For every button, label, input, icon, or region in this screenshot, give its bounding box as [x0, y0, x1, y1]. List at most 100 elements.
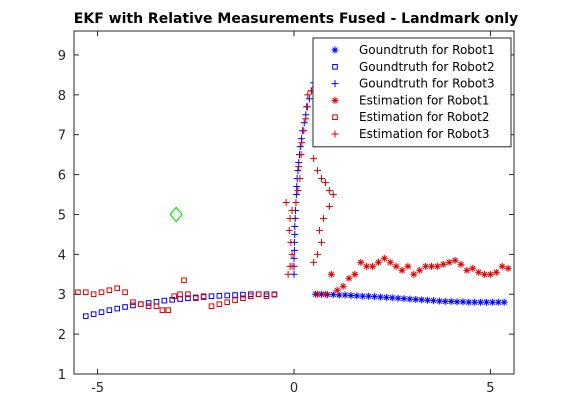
data-point	[284, 270, 292, 278]
legend-label: Goundtruth for Robot2	[359, 60, 495, 74]
legend-label: Estimation for Robot1	[359, 93, 489, 107]
data-point	[416, 266, 424, 274]
legend-entry: Estimation for Robot3	[331, 127, 489, 141]
data-point	[165, 307, 172, 313]
data-point	[294, 187, 302, 195]
data-point	[232, 297, 238, 304]
data-point	[321, 179, 329, 187]
data-point	[224, 299, 231, 306]
landmark-marker	[169, 206, 183, 223]
data-point	[305, 95, 313, 103]
data-point	[208, 293, 215, 300]
data-point	[208, 303, 215, 309]
data-point	[224, 292, 231, 299]
data-point	[318, 175, 325, 183]
data-point	[296, 143, 304, 151]
data-point	[410, 270, 418, 278]
data-point	[297, 151, 305, 159]
data-point	[171, 293, 177, 300]
data-point	[310, 155, 318, 163]
data-point	[357, 258, 365, 266]
data-point	[465, 298, 473, 306]
legend-entry: Goundtruth for Robot3	[331, 77, 495, 91]
y-tick-label: 5	[58, 208, 66, 223]
data-point	[345, 274, 353, 282]
data-point	[216, 293, 223, 299]
data-point	[240, 291, 246, 298]
data-point	[494, 298, 502, 306]
data-point	[463, 266, 471, 274]
data-point	[428, 262, 435, 270]
data-point	[445, 258, 453, 266]
data-point	[192, 295, 199, 302]
data-point	[347, 291, 355, 299]
data-point	[369, 262, 377, 270]
data-point	[380, 254, 388, 262]
y-tick-label: 2	[58, 328, 66, 343]
series-1	[312, 290, 508, 306]
data-point	[314, 250, 322, 258]
data-point	[145, 300, 152, 306]
data-point	[351, 270, 359, 278]
data-point	[394, 294, 402, 302]
data-point	[263, 293, 270, 300]
data-point	[388, 294, 396, 302]
data-point	[481, 270, 489, 278]
data-point	[287, 238, 295, 246]
data-point	[382, 293, 390, 301]
legend-marker	[332, 64, 338, 70]
data-point	[286, 214, 294, 222]
data-point	[114, 305, 121, 312]
y-tick-label: 8	[58, 89, 66, 104]
data-point	[314, 167, 322, 175]
data-point	[292, 191, 300, 199]
data-point	[114, 285, 121, 292]
data-point	[130, 299, 136, 306]
y-tick-label: 9	[58, 49, 66, 64]
legend-label: Goundtruth for Robot3	[359, 77, 495, 91]
data-point	[290, 246, 298, 254]
data-point	[429, 297, 437, 305]
data-point	[453, 298, 461, 306]
data-point	[200, 293, 207, 300]
legend-marker	[331, 130, 339, 138]
series-5	[75, 277, 278, 313]
legend-entry: Estimation for Robot1	[331, 93, 489, 107]
data-point	[302, 115, 310, 123]
data-point	[319, 214, 327, 222]
data-point	[398, 266, 406, 274]
data-point	[90, 291, 97, 298]
legend-entry: Estimation for Robot2	[332, 110, 489, 124]
data-point	[329, 291, 337, 299]
data-point	[247, 293, 254, 300]
data-point	[325, 187, 333, 195]
chart-title: EKF with Relative Measurements Fused - L…	[74, 11, 518, 27]
data-point	[282, 199, 290, 206]
data-point	[292, 199, 300, 206]
data-point	[486, 270, 494, 278]
data-point	[327, 270, 335, 278]
data-point	[298, 139, 306, 147]
data-point	[392, 262, 400, 270]
legend-marker	[331, 46, 339, 54]
data-point	[333, 286, 341, 294]
data-point	[469, 264, 477, 272]
data-point	[492, 268, 500, 276]
data-point	[137, 301, 144, 308]
data-point	[424, 296, 432, 304]
legend-label: Estimation for Robot2	[359, 110, 489, 124]
legend-entry: Goundtruth for Robot1	[331, 43, 495, 57]
data-point	[433, 262, 441, 270]
data-point	[310, 258, 318, 266]
data-point	[447, 297, 455, 305]
data-point	[483, 298, 490, 306]
data-point	[255, 291, 262, 298]
data-point	[488, 298, 496, 306]
data-point	[106, 307, 113, 313]
data-point	[318, 238, 325, 246]
x-tick-label: 5	[486, 381, 494, 396]
legend-label: Estimation for Robot3	[359, 127, 489, 141]
data-point	[98, 309, 105, 315]
data-point	[161, 297, 168, 304]
data-point	[153, 303, 160, 309]
